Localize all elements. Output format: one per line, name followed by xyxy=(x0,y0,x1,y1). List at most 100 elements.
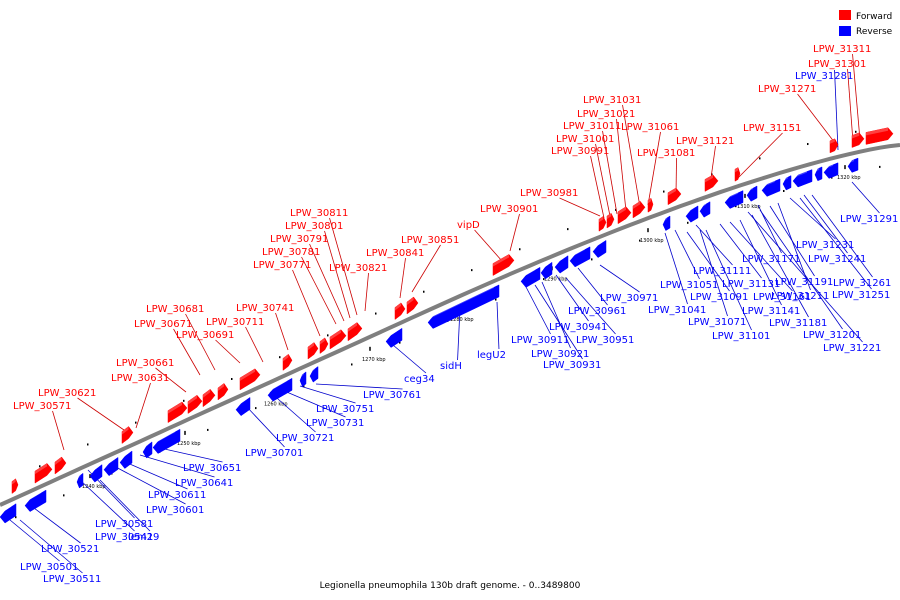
gene-label: LPW_30701 xyxy=(245,448,303,459)
forward-gene xyxy=(734,167,741,182)
gene-label: LPW_30971 xyxy=(600,293,658,304)
tick-marks: 1240 kbp 1250 kbp 1260 kbp 1270 kbp 1280 kbp… xyxy=(15,130,881,519)
reverse-gene xyxy=(554,255,569,274)
tick-label: 1290 kbp xyxy=(544,276,568,282)
gene-label: LPW_30741 xyxy=(236,303,294,314)
leader-line xyxy=(852,53,861,141)
minor-tick xyxy=(63,494,65,497)
leader-line xyxy=(245,326,264,363)
gene-highlight xyxy=(35,463,47,475)
gene-highlight xyxy=(120,451,128,460)
gene-label: LPW_30691 xyxy=(176,330,234,341)
gene-label: LPW_31131 xyxy=(722,279,780,290)
gene-label: LPW_31031 xyxy=(583,95,641,106)
gene-highlight xyxy=(618,206,626,215)
minor-tick xyxy=(39,465,41,468)
gene-highlight xyxy=(283,354,289,362)
forward-gene xyxy=(865,127,894,145)
leader-line xyxy=(565,277,616,335)
leader-line xyxy=(524,284,551,335)
gene-label: LPW_31051 xyxy=(660,280,718,291)
minor-tick xyxy=(183,399,185,402)
gene-label: LPW_31061 xyxy=(621,122,679,133)
gene-features xyxy=(0,127,894,524)
gene-label: LPW_31251 xyxy=(832,290,890,301)
gene-highlight xyxy=(633,201,641,209)
gene-highlight xyxy=(0,503,11,514)
tick-label: 1250 kbp xyxy=(177,441,201,447)
leader-line xyxy=(19,519,83,574)
minor-tick xyxy=(567,228,569,231)
minor-tick xyxy=(855,130,857,133)
gene-label: LPW_31091 xyxy=(690,292,748,303)
gene-highlight xyxy=(428,284,494,320)
gene-highlight xyxy=(188,395,197,405)
gene-label: LPW_31311 xyxy=(813,44,871,55)
gene-label: LPW_30641 xyxy=(175,478,233,489)
forward-gene xyxy=(829,138,839,154)
minor-tick xyxy=(663,190,665,193)
reverse-gene xyxy=(89,464,103,483)
reverse-gene xyxy=(847,157,859,173)
gene-highlight xyxy=(153,429,175,445)
gene-highlight xyxy=(320,337,325,345)
minor-tick xyxy=(87,443,89,446)
leader-line xyxy=(674,229,700,280)
gene-label: LPW_30681 xyxy=(146,304,204,315)
gene-label: LPW_30771 xyxy=(253,260,311,271)
minor-tick xyxy=(135,421,137,424)
gene-label: LPW_31181 xyxy=(769,318,827,329)
gene-label: LPW_30981 xyxy=(520,188,578,199)
gene-label: LPW_30671 xyxy=(134,319,192,330)
minor-tick xyxy=(495,298,497,301)
gene-highlight xyxy=(686,205,694,214)
gene-highlight xyxy=(168,402,182,414)
leader-line xyxy=(329,217,358,316)
leader-line xyxy=(695,224,733,266)
leader-line xyxy=(9,519,60,562)
reverse-gene xyxy=(142,441,153,459)
minor-tick xyxy=(231,378,233,380)
reverse-gene xyxy=(24,489,47,512)
gene-highlight xyxy=(735,167,738,173)
reverse-gene xyxy=(592,239,607,258)
leader-line xyxy=(595,143,611,217)
minor-tick xyxy=(423,290,425,293)
reverse-gene xyxy=(235,396,251,417)
gene-highlight xyxy=(25,490,41,503)
legend-reverse-swatch xyxy=(839,26,851,36)
gene-highlight xyxy=(824,162,833,170)
reverse-gene xyxy=(746,185,758,202)
leader-line xyxy=(99,479,151,532)
gene-highlight xyxy=(308,342,314,350)
leader-line xyxy=(139,454,215,478)
gene-highlight xyxy=(541,262,548,270)
gene-highlight xyxy=(493,254,509,267)
gene-highlight xyxy=(268,378,287,393)
minor-tick xyxy=(519,248,521,251)
gene-highlight xyxy=(648,198,651,204)
leader-line xyxy=(275,312,289,351)
gene-highlight xyxy=(90,464,98,474)
gene-highlight xyxy=(240,368,255,381)
gene-label: sidH xyxy=(440,361,462,372)
leader-line xyxy=(686,231,730,292)
leader-line xyxy=(299,385,356,404)
forward-gene xyxy=(617,206,632,225)
reverse-gene xyxy=(427,284,500,329)
reverse-gene xyxy=(724,190,744,209)
forward-gene xyxy=(667,187,682,206)
leader-line xyxy=(559,197,601,217)
leader-line xyxy=(729,221,793,292)
gene-highlight xyxy=(104,457,113,467)
gene-label: LPW_31281 xyxy=(795,71,853,82)
minor-tick xyxy=(375,312,377,315)
gene-label: LPW_30811 xyxy=(290,208,348,219)
gene-highlight xyxy=(386,328,397,339)
leader-line xyxy=(185,313,216,371)
leader-line xyxy=(590,155,605,219)
gene-highlight xyxy=(793,169,807,178)
gene-highlight xyxy=(570,246,585,258)
gene-highlight xyxy=(762,178,775,188)
